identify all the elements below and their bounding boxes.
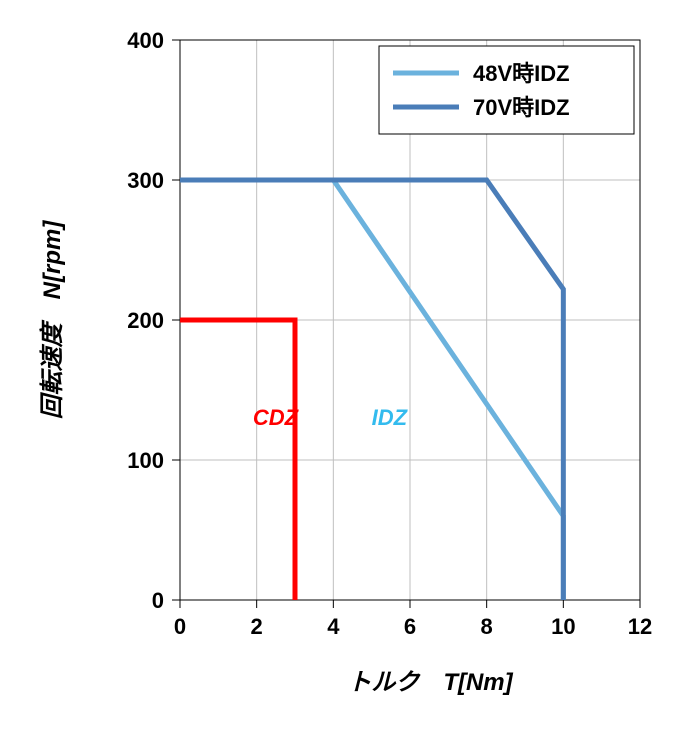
legend-label: 48V時IDZ: [473, 61, 570, 86]
x-tick-label: 10: [551, 614, 575, 639]
torque-speed-chart: 0 2 4 6 8 10 12 0 100 200 300 400 CDZ IDZ トルク T[Nm] 回転速…: [0, 0, 693, 754]
y-tick-label: 0: [152, 588, 164, 613]
x-tick-label: 12: [628, 614, 652, 639]
y-tick-label: 300: [127, 168, 164, 193]
x-tick-label: 6: [404, 614, 416, 639]
legend-box: [379, 46, 634, 134]
x-tick-label: 2: [251, 614, 263, 639]
annotation-0: CDZ: [253, 405, 300, 430]
x-tick-label: 4: [327, 614, 340, 639]
legend-label: 70V時IDZ: [473, 95, 570, 120]
x-tick-label: 0: [174, 614, 186, 639]
annotation-1: IDZ: [372, 405, 409, 430]
y-axis-label: 回転速度 N[rpm]: [39, 220, 66, 420]
y-tick-label: 200: [127, 308, 164, 333]
y-tick-label: 100: [127, 448, 164, 473]
y-tick-label: 400: [127, 28, 164, 53]
x-tick-label: 8: [481, 614, 493, 639]
x-axis-label: トルク T[Nm]: [347, 669, 513, 696]
chart-svg: 0 2 4 6 8 10 12 0 100 200 300 400 CDZ IDZ トルク T[Nm] 回転速…: [0, 0, 693, 754]
